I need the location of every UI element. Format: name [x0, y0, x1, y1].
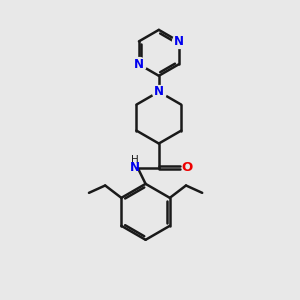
- Text: H: H: [131, 155, 139, 165]
- Text: N: N: [174, 35, 184, 48]
- Text: N: N: [134, 58, 144, 71]
- Text: O: O: [181, 161, 192, 174]
- Text: N: N: [154, 85, 164, 98]
- Text: N: N: [130, 161, 140, 174]
